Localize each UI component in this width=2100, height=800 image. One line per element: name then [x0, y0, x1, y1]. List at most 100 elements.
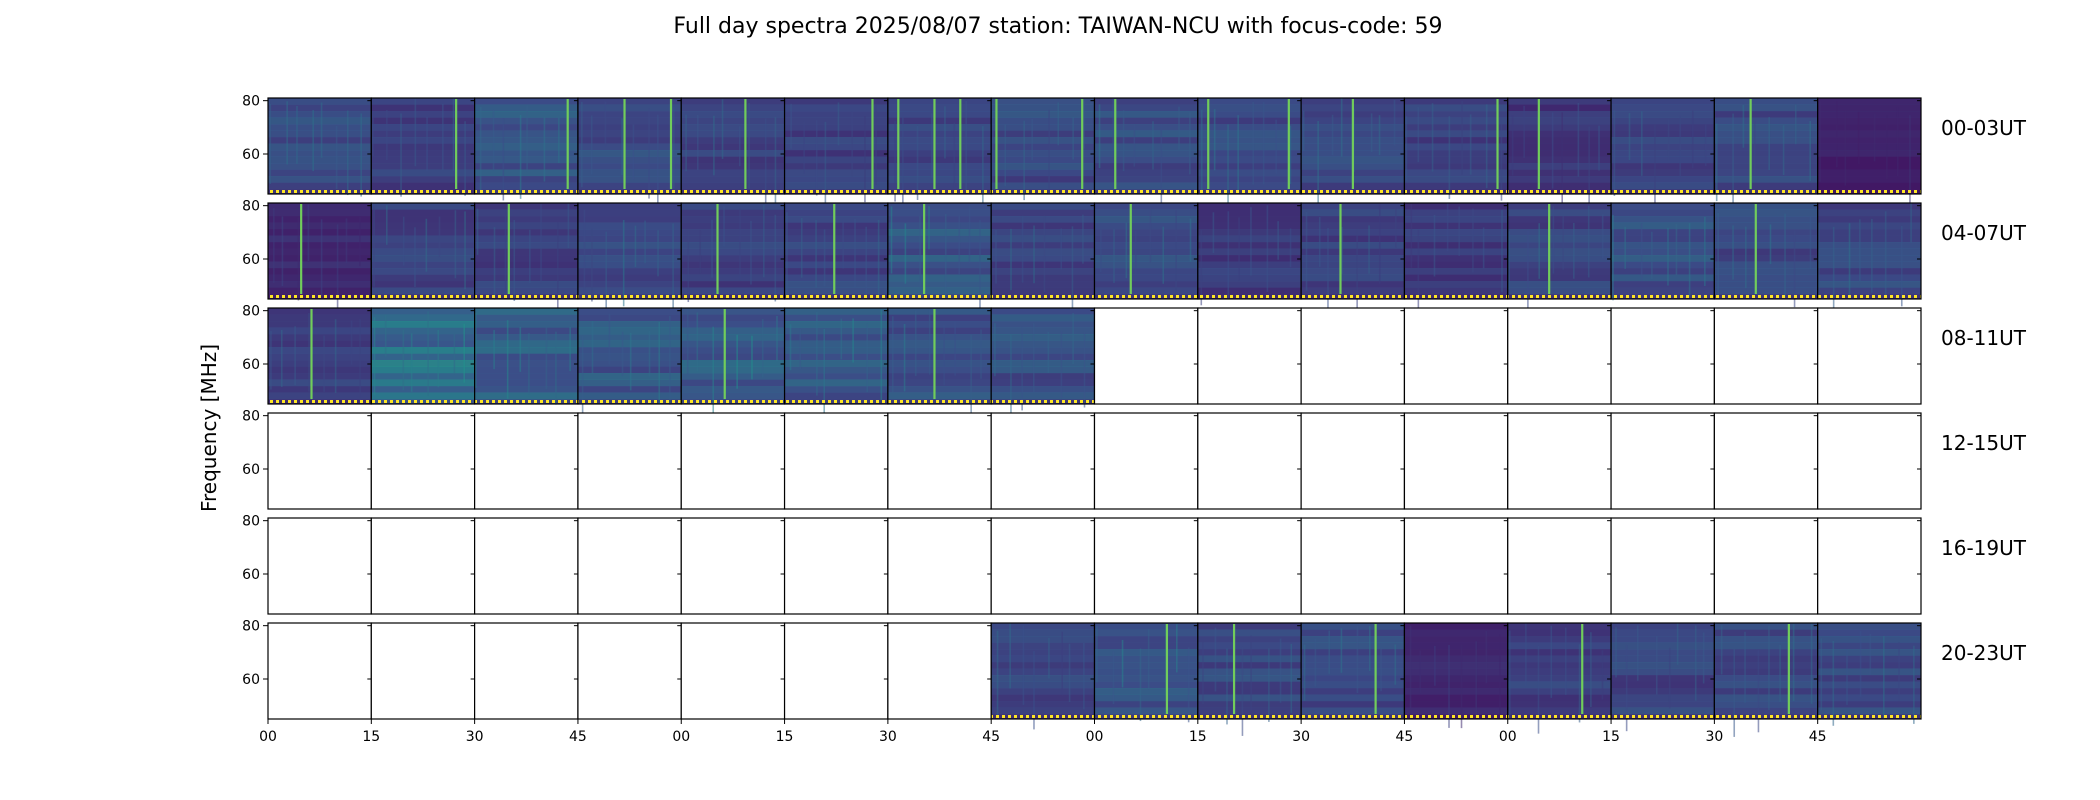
spectrum-band	[784, 242, 888, 249]
spectrum-band	[577, 176, 682, 183]
spectrum-band	[887, 353, 992, 361]
spectrum-band	[474, 182, 578, 190]
spectrum-band	[371, 334, 475, 341]
spectrum-band	[371, 314, 475, 322]
spectrum-band	[681, 176, 785, 183]
spectrum-streak	[658, 321, 661, 405]
spectrum-streak	[1227, 124, 1229, 214]
spectrum-band	[1714, 182, 1818, 190]
spectrum-streak	[1318, 217, 1321, 267]
spectrum-band	[681, 222, 785, 230]
panel-background	[474, 413, 578, 509]
spectrum-band	[1714, 268, 1818, 275]
spectrum-streak	[1096, 626, 1098, 683]
spectrum-band	[1301, 261, 1405, 269]
spectrum-band	[268, 137, 372, 144]
spectrum-panel	[990, 622, 1096, 730]
spectrum-band	[784, 209, 888, 217]
spectrum-band	[681, 340, 785, 348]
spectrum-band	[577, 143, 682, 151]
spectrum-panel	[680, 307, 786, 415]
spectrum-band	[1404, 255, 1508, 262]
spectrum-streak	[800, 217, 803, 278]
spectrum-band	[784, 203, 888, 210]
spectrum-band	[268, 242, 372, 249]
spectrum-streak	[657, 230, 659, 277]
spectrum-band	[1611, 268, 1715, 275]
spectrum-band	[474, 222, 578, 230]
spectrum-streak	[479, 106, 482, 191]
spectrum-band	[681, 150, 785, 157]
row-label: 20-23UT	[1941, 641, 2027, 665]
spectrum-streak	[312, 110, 314, 172]
spectrum-band	[1817, 281, 1921, 288]
spectrum-band	[887, 117, 992, 125]
spectrum-streak	[1577, 102, 1580, 177]
spectrum-band	[991, 314, 1095, 322]
spectrum-band	[1507, 688, 1612, 695]
interference-line	[923, 204, 926, 294]
spectrum-band	[577, 314, 682, 322]
spectrum-band	[1507, 156, 1612, 164]
spectrum-band	[1404, 117, 1508, 125]
spectrum-band	[991, 104, 1095, 112]
spectrum-band	[371, 242, 475, 249]
spectrum-band	[1714, 124, 1818, 131]
spectrum-band	[991, 392, 1095, 400]
spectrum-panel	[1093, 202, 1199, 300]
spectrum-panel	[1403, 622, 1509, 729]
time-marker-dots	[991, 715, 1095, 718]
spectrum-band	[887, 156, 992, 164]
spectrum-band	[1714, 701, 1818, 708]
spectrum-band	[1404, 150, 1508, 157]
interference-line	[1287, 99, 1290, 189]
spectrum-streak	[1162, 226, 1165, 284]
spectrum-band	[474, 281, 578, 288]
spectrum-band	[474, 379, 578, 387]
spectrum-panel	[1610, 622, 1715, 732]
spectrum-streak	[903, 323, 906, 392]
spectrum-panel	[1197, 307, 1302, 405]
spectrum-streak	[474, 313, 477, 389]
spectrum-band	[887, 327, 992, 335]
spectrum-streak	[980, 329, 982, 379]
spectrum-streak	[750, 220, 752, 285]
spectrum-band	[474, 366, 578, 374]
spectrum-panel	[680, 202, 786, 303]
spectrum-band	[784, 98, 888, 105]
time-marker-dots	[887, 295, 992, 298]
spectrum-streak	[712, 326, 715, 415]
spectrum-streak	[1883, 636, 1885, 719]
spectrum-band	[1404, 636, 1508, 643]
spectrum-band	[784, 176, 888, 183]
spectrum-band	[991, 222, 1095, 230]
spectrum-streak	[1460, 644, 1463, 729]
spectrum-band	[681, 156, 785, 164]
spectrum-streak	[1561, 112, 1563, 204]
spectrum-band	[1094, 675, 1198, 682]
interference-line	[1754, 204, 1757, 294]
spectrum-streak	[1417, 229, 1420, 315]
spectrum-band	[681, 366, 785, 374]
spectrum-panel	[1197, 622, 1302, 736]
spectrum-band	[1611, 642, 1715, 650]
spectrum-band	[1404, 655, 1508, 663]
panel-background	[1817, 518, 1921, 614]
spectrum-band	[1714, 150, 1818, 157]
spectrum-streak	[519, 115, 522, 199]
spectrum-band	[681, 248, 785, 256]
spectrum-streak	[1668, 647, 1671, 709]
spectrum-band	[1817, 268, 1921, 275]
spectrum-band	[1714, 176, 1818, 183]
spectrum-band	[887, 222, 992, 230]
spectrum-band	[1197, 623, 1302, 630]
spectrum-band	[1094, 130, 1198, 138]
spectrum-band	[1404, 98, 1508, 105]
spectrum-band	[1817, 130, 1921, 138]
spectrum-streak	[880, 309, 883, 400]
spectrum-streak	[323, 335, 325, 392]
spectrum-band	[371, 366, 475, 374]
spectrum-streak	[1742, 104, 1745, 148]
spectrum-streak	[1279, 638, 1282, 703]
spectrum-band	[268, 124, 372, 131]
